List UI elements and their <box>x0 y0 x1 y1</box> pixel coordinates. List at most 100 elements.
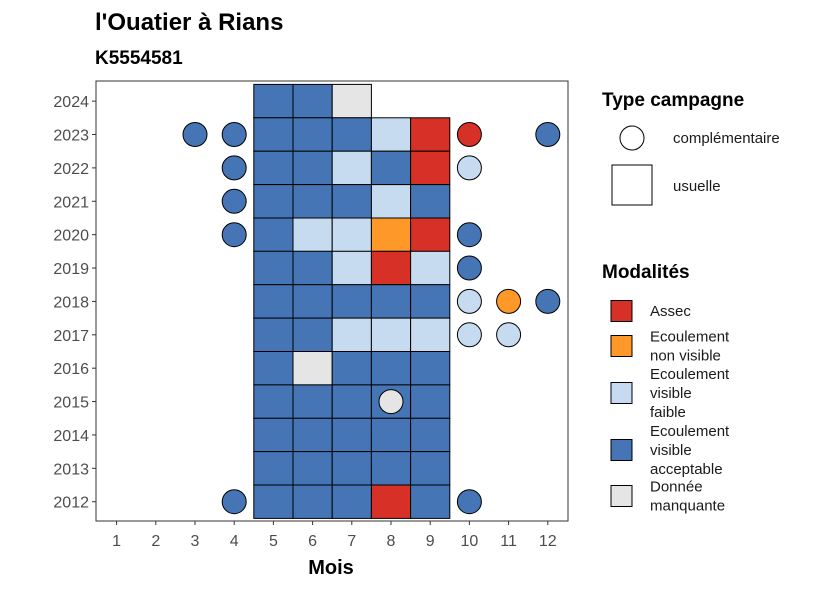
complementaire-point-2015-8 <box>378 389 404 415</box>
x-tick-label: 1 <box>112 533 121 550</box>
legend-label-ecoul_va: visible <box>650 442 692 459</box>
usuelle-cell-2022-8 <box>370 150 412 186</box>
x-tick-label: 5 <box>269 533 278 550</box>
complementaire-point-2021-4 <box>221 188 247 214</box>
y-axis: 2012 2013 2014 2015 2016 2017 2018 2019 2020 2021… <box>53 94 96 512</box>
legend-label-ecoul_nv: Ecoulement <box>650 329 730 346</box>
usuelle-cell-2018-7 <box>331 284 372 319</box>
complementaire-point-2023-12 <box>535 122 561 147</box>
y-tick-label: 2023 <box>53 128 89 145</box>
usuelle-cell-2013-7 <box>331 451 372 486</box>
legend-campagne-title: Type campagne <box>602 90 744 111</box>
x-tick-label: 2 <box>151 533 160 550</box>
legend-label-ecoul_va: acceptable <box>650 461 723 478</box>
usuelle-cell-2012-8 <box>370 484 412 519</box>
usuelle-cell-2022-9 <box>410 150 451 186</box>
usuelle-cell-2018-6 <box>292 284 333 319</box>
complementaire-point-2018-11 <box>496 288 522 314</box>
y-tick-label: 2021 <box>53 194 89 211</box>
usuelle-cell-2014-8 <box>370 417 412 453</box>
legend-label-ecoul_vf: Ecoulement <box>650 366 730 383</box>
complementaire-point-2018-12 <box>535 288 561 314</box>
usuelle-cell-2021-5 <box>253 184 294 219</box>
usuelle-cell-2014-6 <box>292 417 333 453</box>
usuelle-cell-2020-5 <box>253 217 294 252</box>
legend-modalites-title: Modalités <box>602 262 690 283</box>
usuelle-cell-2014-7 <box>331 417 372 453</box>
y-tick-label: 2018 <box>53 294 89 311</box>
usuelle-cell-2020-7 <box>331 217 372 252</box>
y-tick-label: 2016 <box>53 361 89 378</box>
usuelle-cell-2020-9 <box>410 217 451 252</box>
x-tick-label: 9 <box>426 533 435 550</box>
legend-key-manquante <box>610 485 633 507</box>
usuelle-cell-2014-9 <box>410 417 451 453</box>
complementaire-point-2022-4 <box>221 155 247 181</box>
complementaire-point-2017-11 <box>496 322 522 348</box>
usuelle-cell-2012-6 <box>292 484 333 519</box>
usuelle-cell-2013-6 <box>292 451 333 486</box>
usuelle-cell-2018-9 <box>410 284 451 319</box>
y-tick-label: 2020 <box>53 228 89 245</box>
complementaire-point-2012-10 <box>456 489 482 515</box>
usuelle-cell-2022-5 <box>253 150 294 186</box>
y-tick-label: 2014 <box>53 428 89 445</box>
usuelle-cell-2013-9 <box>410 451 451 486</box>
y-tick-label: 2024 <box>53 94 89 111</box>
chart-subtitle: K5554581 <box>95 48 183 69</box>
usuelle-cell-2022-7 <box>331 150 372 186</box>
usuelle-cell-2018-8 <box>370 284 412 319</box>
y-tick-label: 2015 <box>53 395 89 412</box>
legend-label-manquante: manquante <box>650 498 725 515</box>
usuelle-cell-2021-9 <box>410 184 451 219</box>
complementaire-point-2023-3 <box>182 122 208 147</box>
y-tick-label: 2012 <box>53 495 89 512</box>
x-tick-label: 7 <box>347 533 356 550</box>
usuelle-cell-2023-6 <box>292 117 333 152</box>
y-tick-label: 2022 <box>53 161 89 178</box>
legend-complementaire-key <box>619 125 645 151</box>
complementaire-point-2020-4 <box>221 222 247 248</box>
legend-label-ecoul_vf: visible <box>650 385 692 402</box>
legend-label-ecoul_va: Ecoulement <box>650 423 730 440</box>
x-tick-label: 10 <box>461 533 479 550</box>
complementaire-point-2022-10 <box>456 155 482 181</box>
usuelle-cell-2015-9 <box>410 384 451 419</box>
usuelle-cells <box>253 83 451 519</box>
usuelle-cell-2012-7 <box>331 484 372 519</box>
y-tick-label: 2019 <box>53 261 89 278</box>
legend-type-campagne: Type campagne complémentaire usuelle <box>602 90 780 206</box>
usuelle-cell-2021-8 <box>370 184 412 219</box>
usuelle-cell-2017-8 <box>370 317 412 353</box>
usuelle-cell-2017-7 <box>331 317 372 353</box>
usuelle-cell-2016-7 <box>331 351 372 386</box>
usuelle-cell-2020-6 <box>292 217 333 252</box>
usuelle-cell-2017-9 <box>410 317 451 353</box>
usuelle-cell-2012-9 <box>410 484 451 519</box>
usuelle-cell-2023-8 <box>370 117 412 152</box>
usuelle-cell-2020-8 <box>370 217 412 252</box>
legend-key-ecoul_nv <box>610 335 633 357</box>
complementaire-point-2020-10 <box>456 222 482 248</box>
legend-label-manquante: Donnée <box>650 479 703 496</box>
usuelle-cell-2021-6 <box>292 184 333 219</box>
x-axis: 1 2 3 4 5 6 7 8 9 10 11 12 <box>112 521 557 550</box>
usuelle-cell-2019-7 <box>331 250 372 286</box>
legend-usuelle-label: usuelle <box>673 178 721 195</box>
usuelle-cell-2019-6 <box>292 250 333 286</box>
usuelle-cell-2017-5 <box>253 317 294 353</box>
usuelle-cell-2016-8 <box>370 351 412 386</box>
legend-label-ecoul_vf: faible <box>650 404 686 421</box>
usuelle-cell-2024-6 <box>292 83 333 119</box>
usuelle-cell-2015-6 <box>292 384 333 419</box>
usuelle-cell-2023-5 <box>253 117 294 152</box>
usuelle-cell-2019-8 <box>370 250 412 286</box>
usuelle-cell-2013-8 <box>370 451 412 486</box>
usuelle-cell-2016-9 <box>410 351 451 386</box>
usuelle-cell-2014-5 <box>253 417 294 453</box>
y-tick-label: 2013 <box>53 461 89 478</box>
usuelle-cell-2023-9 <box>410 117 451 152</box>
usuelle-cell-2015-5 <box>253 384 294 419</box>
legend-usuelle-key <box>611 164 653 206</box>
